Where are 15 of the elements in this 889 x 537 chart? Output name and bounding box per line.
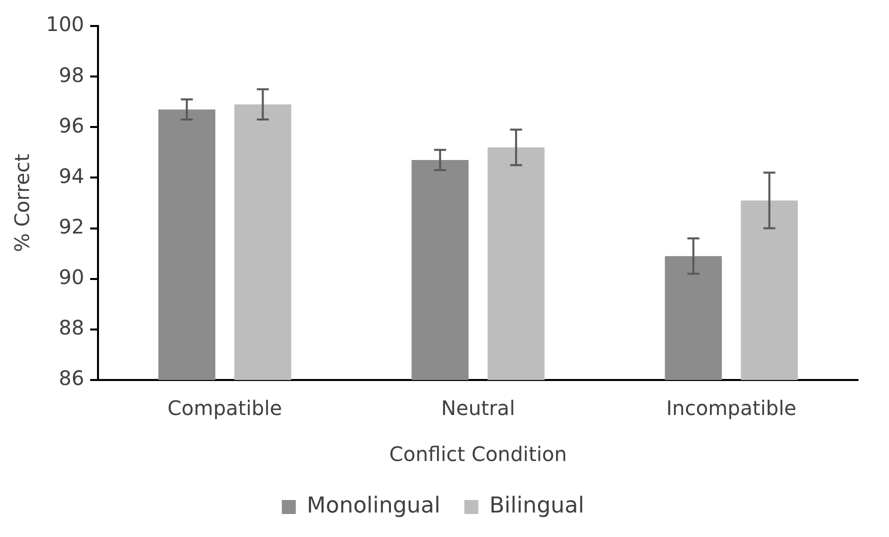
y-tick-label: 86 <box>58 366 84 390</box>
y-tick-label: 90 <box>58 265 84 290</box>
x-axis-title: Conflict Condition <box>389 442 567 466</box>
y-tick-label: 94 <box>58 164 84 188</box>
y-tick-label: 88 <box>58 316 84 340</box>
x-tick-label: Incompatible <box>666 396 796 420</box>
legend-label: Bilingual <box>489 494 584 519</box>
x-tick-label: Compatible <box>168 396 282 420</box>
x-tick-label: Neutral <box>441 396 515 420</box>
y-tick-label: 92 <box>58 214 84 238</box>
y-tick-label: 96 <box>58 113 84 138</box>
legend-label: Monolingual <box>306 494 440 519</box>
y-tick-label: 100 <box>46 12 84 36</box>
y-axis-title: % Correct <box>10 154 34 252</box>
y-tick-label: 98 <box>58 62 84 87</box>
